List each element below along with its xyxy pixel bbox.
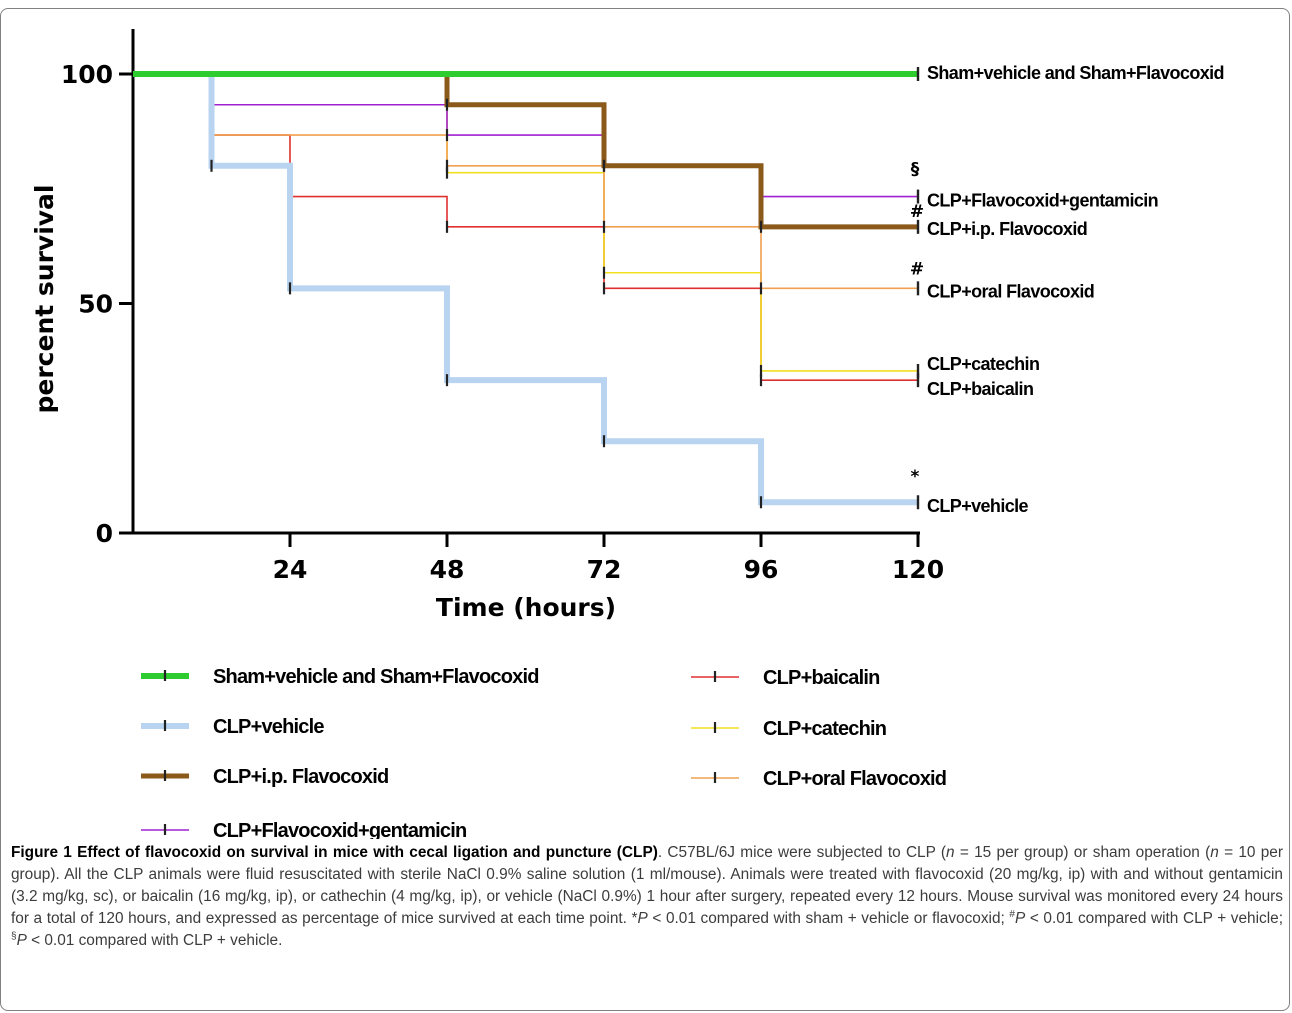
significance-mark-3: § (911, 160, 920, 180)
end-label-3: CLP+Flavocoxid+gentamicin (927, 191, 1158, 211)
y-tick-label: 100 (61, 60, 113, 89)
legend-label-2: CLP+i.p. Flavocoxid (213, 766, 388, 788)
series-line-2 (133, 71, 918, 230)
legend-label-5: CLP+catechin (763, 718, 886, 740)
y-tick-label: 0 (96, 519, 113, 548)
series-layer (133, 67, 920, 510)
legend-label-1: CLP+vehicle (213, 716, 324, 738)
survival-chart: 0 50 100 24 48 72 96 120 Time (hours) percent sur… (30, 29, 1225, 839)
x-tick-label: 72 (587, 555, 622, 584)
x-tick-label: 96 (744, 555, 779, 584)
end-label-6: CLP+oral Flavocoxid (927, 281, 1094, 301)
end-labels-layer: Sham+vehicle and Sham+Flavocoxid CLP+vehi… (910, 63, 1225, 516)
x-tick-label: 120 (892, 555, 944, 584)
x-axis-title: Time (hours) (436, 593, 616, 622)
end-label-1: CLP+vehicle (927, 496, 1029, 516)
end-label-2: CLP+i.p. Flavocoxid (927, 219, 1087, 239)
legend-label-4: CLP+baicalin (763, 667, 880, 689)
figure-caption: Figure 1 Effect of flavocoxid on surviva… (11, 844, 1283, 949)
legend: Sham+vehicle and Sham+Flavocoxid CLP+vehi… (141, 666, 947, 839)
significance-mark-6: # (910, 259, 924, 279)
series-line-1 (133, 71, 918, 506)
significance-mark-2: # (910, 202, 924, 222)
y-tick-label: 50 (78, 290, 113, 319)
chart-axes: 0 50 100 24 48 72 96 120 Time (hours) percent sur… (30, 29, 944, 622)
figure-panel: 0 50 100 24 48 72 96 120 Time (hours) percent sur… (0, 8, 1290, 1011)
end-label-4: CLP+baicalin (927, 379, 1033, 399)
end-label-5: CLP+catechin (927, 354, 1039, 374)
legend-label-3: CLP+Flavocoxid+gentamicin (213, 820, 466, 839)
x-tick-label: 24 (273, 555, 308, 584)
significance-mark-1: * (911, 467, 920, 487)
legend-label-0: Sham+vehicle and Sham+Flavocoxid (213, 666, 539, 688)
y-axis-title: percent survival (30, 184, 59, 413)
series-line-5 (133, 73, 918, 372)
legend-label-6: CLP+oral Flavocoxid (763, 768, 946, 790)
end-label-0: Sham+vehicle and Sham+Flavocoxid (927, 63, 1224, 83)
x-tick-label: 48 (430, 555, 465, 584)
caption-heading: Figure 1 Effect of flavocoxid on surviva… (11, 844, 658, 861)
